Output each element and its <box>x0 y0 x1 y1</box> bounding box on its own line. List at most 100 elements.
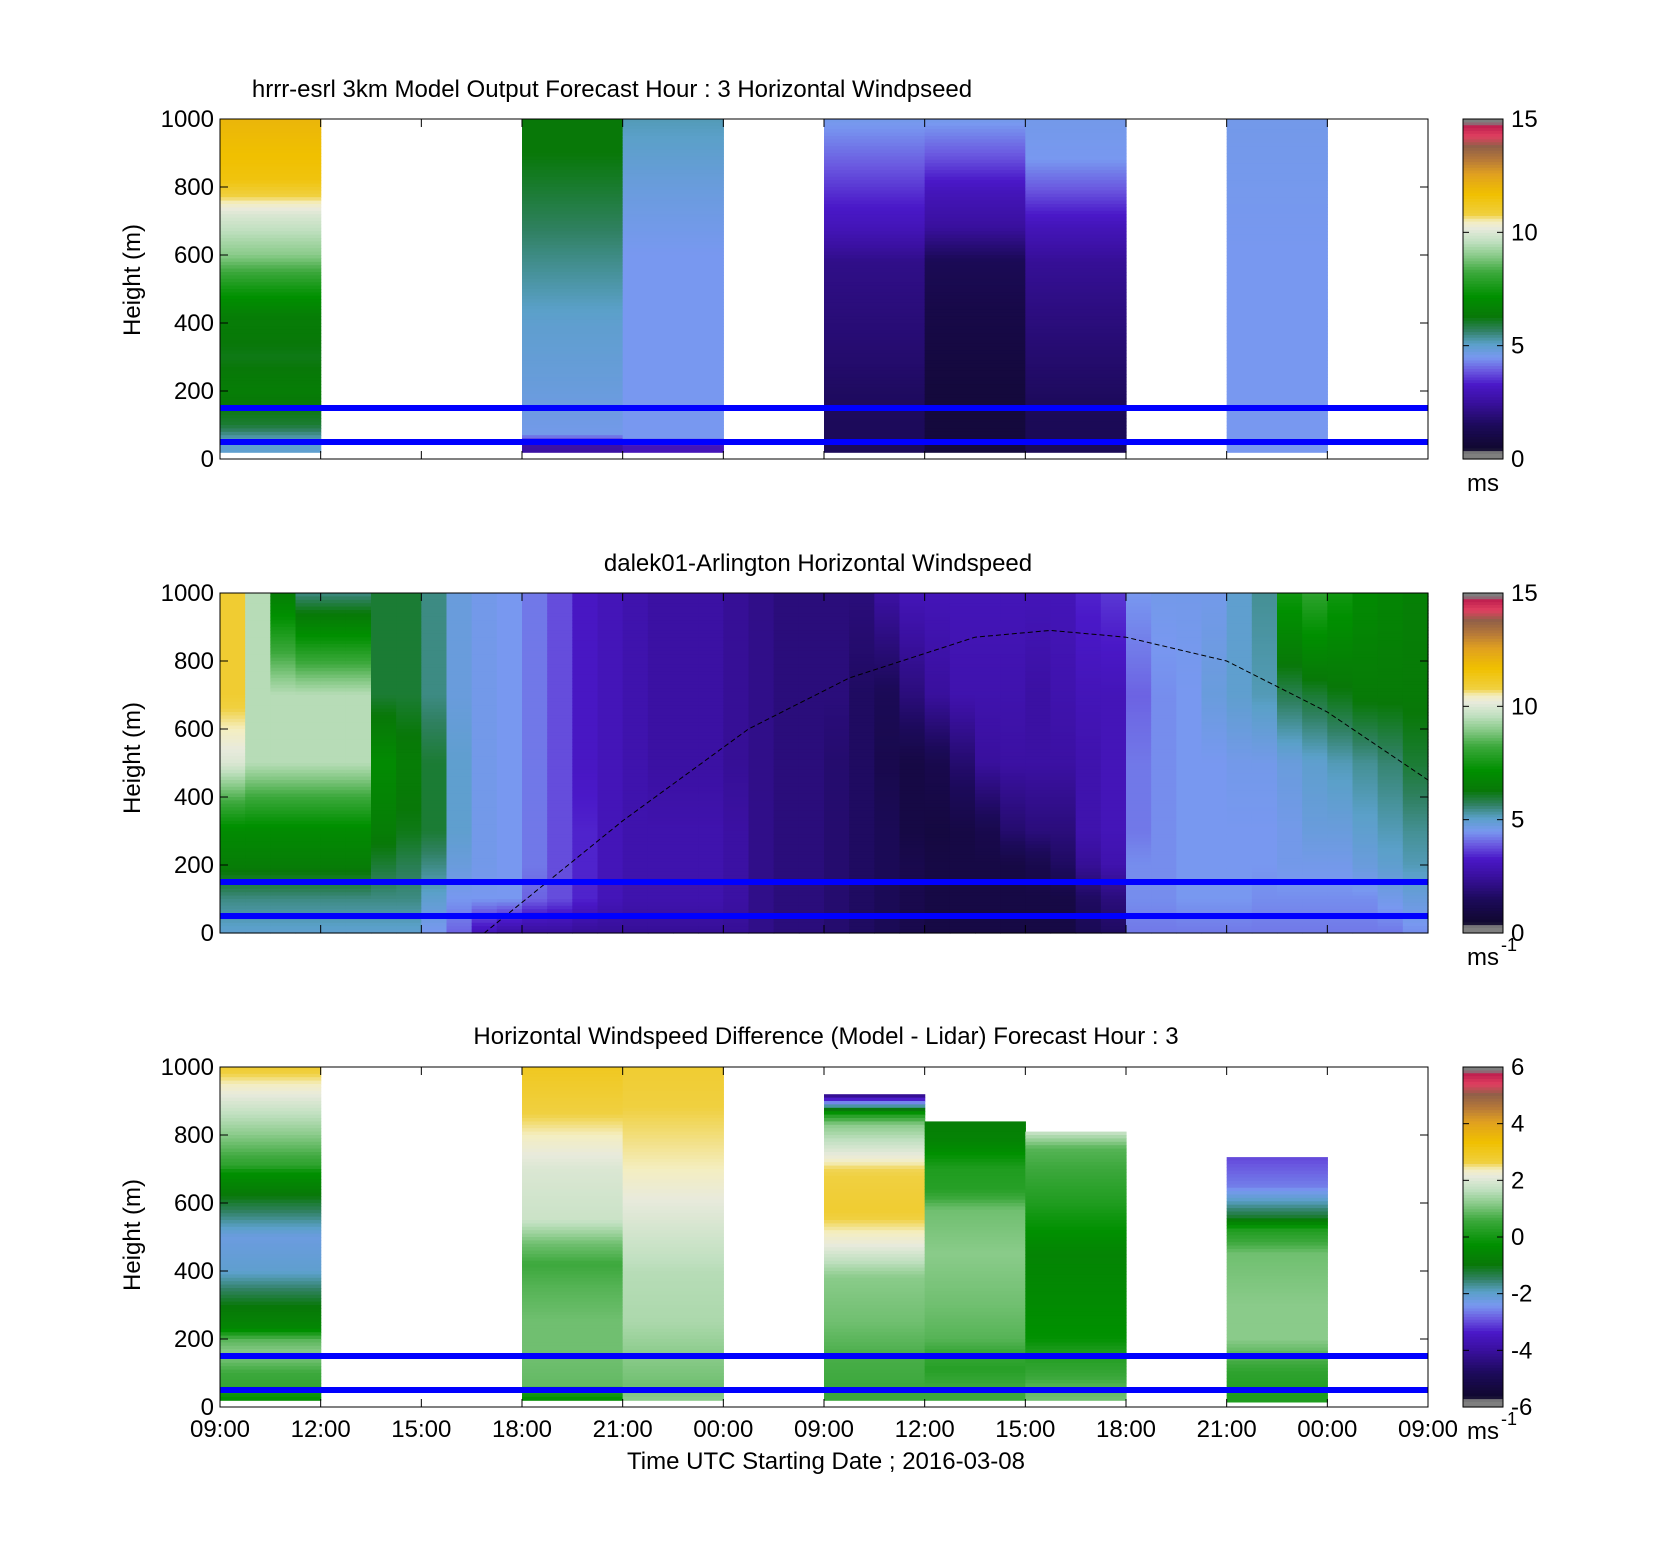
heatmap-cell-c9 <box>446 837 473 842</box>
heatmap-cell-c37 <box>1151 701 1177 706</box>
heatmap-cell-c16 <box>622 820 649 825</box>
heatmap-cell-c1 <box>522 183 624 188</box>
heatmap-cell-c6 <box>371 647 397 652</box>
heatmap-cell-c5 <box>1025 272 1127 276</box>
heatmap-cell-c37 <box>1151 868 1177 873</box>
heatmap-cell-c6 <box>371 739 397 744</box>
heatmap-cell-c24 <box>824 688 850 693</box>
heatmap-cell-c27 <box>899 596 926 601</box>
heatmap-cell-c6 <box>371 780 397 784</box>
heatmap-cell-c38 <box>1176 701 1203 706</box>
heatmap-cell-c2 <box>622 435 724 440</box>
heatmap-cell-c28 <box>924 766 951 771</box>
heatmap-cell-c5 <box>1025 302 1127 307</box>
heatmap-cell-c14 <box>572 705 599 710</box>
heatmap-cell-c16 <box>622 596 649 601</box>
heatmap-cell-c27 <box>899 895 926 900</box>
heatmap-cell-c15 <box>597 793 624 798</box>
heatmap-cell-c6 <box>1226 302 1328 307</box>
heatmap-cell-c11 <box>496 623 523 628</box>
heatmap-cell-c11 <box>496 837 523 842</box>
heatmap-cell-c20 <box>723 752 750 757</box>
heatmap-cell-c15 <box>597 797 624 801</box>
heatmap-cell-c8 <box>421 735 448 740</box>
heatmap-cell-c18 <box>673 848 699 852</box>
heatmap-cell-c9 <box>446 797 473 801</box>
heatmap-cell-c7 <box>396 667 422 672</box>
heatmap-cell-c6 <box>1226 180 1328 185</box>
heatmap-cell-c14 <box>572 650 599 655</box>
heatmap-cell-c8 <box>421 834 448 839</box>
heatmap-cell-c10 <box>471 674 498 679</box>
heatmap-cell-c24 <box>824 837 850 842</box>
heatmap-cell-c5 <box>1025 190 1127 195</box>
heatmap-cell-c2 <box>270 596 297 601</box>
heatmap-cell-c27 <box>899 803 926 808</box>
heatmap-cell-c22 <box>773 599 800 604</box>
heatmap-cell-c24 <box>824 868 850 873</box>
heatmap-cell-c34 <box>1075 888 1102 893</box>
heatmap-cell-c0 <box>220 895 246 900</box>
heatmap-cell-c2 <box>270 817 297 822</box>
heatmap-cell-c5 <box>345 780 372 784</box>
heatmap-cell-c7 <box>396 848 422 852</box>
heatmap-cell-c28 <box>924 671 951 676</box>
heatmap-cell-c5 <box>1025 448 1127 453</box>
heatmap-cell-c39 <box>1201 630 1228 635</box>
heatmap-cell-c1 <box>245 837 271 842</box>
heatmap-cell-c3 <box>824 159 926 164</box>
heatmap-cell-c3 <box>295 620 322 625</box>
heatmap-cell-c3 <box>824 234 926 239</box>
heatmap-cell-c7 <box>396 797 422 801</box>
heatmap-cell-c14 <box>572 834 599 839</box>
heatmap-cell-c0 <box>220 776 246 781</box>
heatmap-cell-c4 <box>924 146 1026 151</box>
heatmap-cell-c39 <box>1201 831 1228 835</box>
y-tick-label: 800 <box>174 174 214 201</box>
heatmap-cell-c6 <box>1226 377 1328 382</box>
heatmap-cell-c19 <box>698 681 724 686</box>
heatmap-cell-c19 <box>698 786 724 791</box>
colorbar-segment <box>1463 138 1503 143</box>
y-tick-label: 600 <box>174 242 214 269</box>
heatmap-cell-c17 <box>647 763 674 767</box>
heatmap-cell-c7 <box>396 749 422 754</box>
heatmap-cell-c5 <box>1025 418 1127 423</box>
heatmap-cell-c26 <box>874 817 901 822</box>
heatmap-cell-c10 <box>471 776 498 781</box>
heatmap-cell-c4 <box>924 380 1026 385</box>
heatmap-cell-c15 <box>597 834 624 839</box>
heatmap-cell-c22 <box>773 657 800 662</box>
heatmap-cell-c39 <box>1201 841 1228 846</box>
heatmap-cell-c30 <box>975 603 1001 608</box>
heatmap-cell-c4 <box>924 333 1026 338</box>
heatmap-cell-c11 <box>496 786 523 791</box>
heatmap-cell-c14 <box>572 732 599 737</box>
heatmap-cell-c20 <box>723 848 750 852</box>
heatmap-cell-c39 <box>1201 909 1228 914</box>
heatmap-cell-c26 <box>874 620 901 625</box>
colorbar-segment <box>1463 391 1503 395</box>
heatmap-cell-c30 <box>975 674 1001 679</box>
heatmap-cell-c28 <box>924 810 951 815</box>
heatmap-cell-c25 <box>849 909 875 914</box>
heatmap-cell-c34 <box>1075 715 1102 720</box>
heatmap-cell-c12 <box>522 756 548 761</box>
heatmap-cell-c5 <box>345 895 372 900</box>
heatmap-cell-c3 <box>824 129 926 134</box>
heatmap-cell-c35 <box>1100 797 1127 801</box>
heatmap-cell-c0 <box>220 292 322 297</box>
heatmap-cell-c16 <box>622 616 649 621</box>
heatmap-cell-c40 <box>1226 664 1253 669</box>
heatmap-cell-c38 <box>1176 640 1203 645</box>
heatmap-cell-c29 <box>949 735 976 740</box>
heatmap-cell-c32 <box>1025 837 1052 842</box>
heatmap-cell-c32 <box>1025 596 1052 601</box>
heatmap-cell-c33 <box>1050 756 1077 761</box>
heatmap-cell-c17 <box>647 919 674 924</box>
heatmap-cell-c33 <box>1050 922 1077 927</box>
heatmap-cell-c29 <box>949 895 976 900</box>
heatmap-cell-c32 <box>1025 701 1052 706</box>
heatmap-cell-c1 <box>245 817 271 822</box>
heatmap-cell-c4 <box>320 763 347 767</box>
